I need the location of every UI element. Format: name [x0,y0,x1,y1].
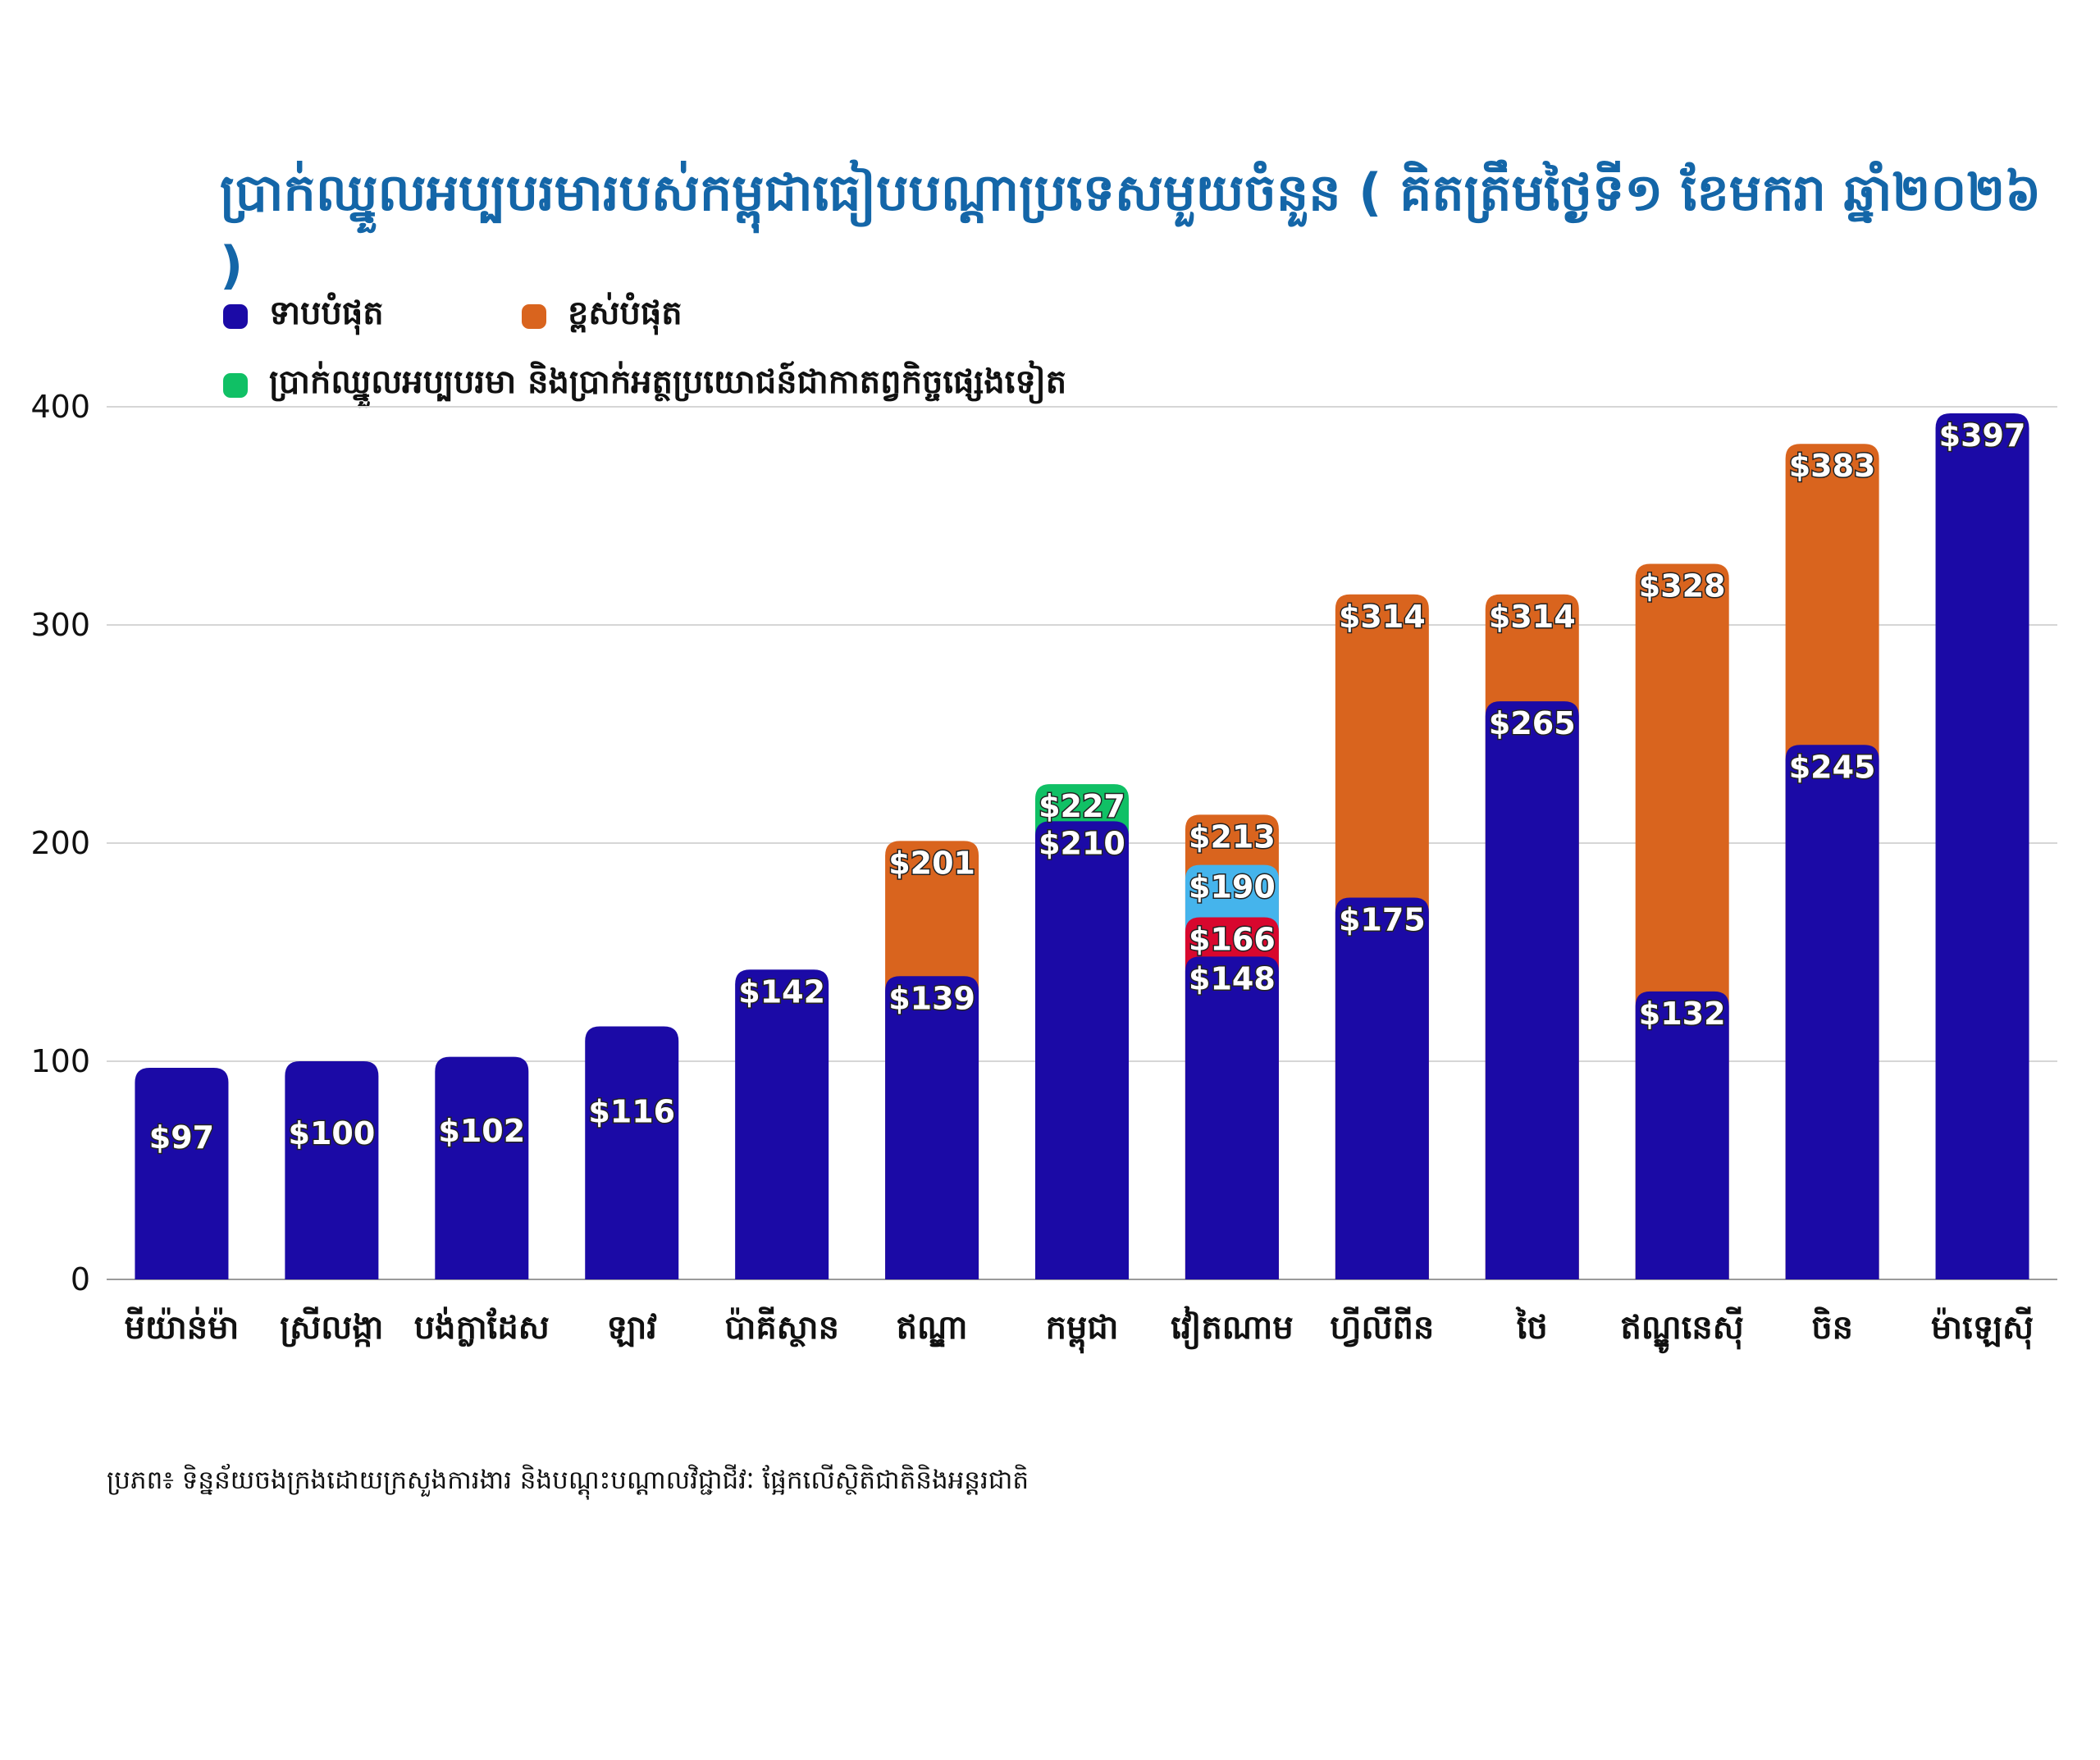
x-tick-label: ថៃ [1515,1306,1548,1347]
value-label: $175 [1339,902,1426,938]
value-label: $201 [888,845,975,881]
x-tick-label: ឥណ្ឌា [897,1309,968,1347]
bar-segment [585,1026,679,1279]
x-tick-label: កម្ពុជា [1046,1309,1119,1354]
y-tick-label: 0 [71,1261,90,1297]
y-tick-label: 200 [30,825,90,861]
x-tick-label: ប៉ាគីស្ថាន [724,1306,839,1347]
bar-segment [135,1067,229,1279]
value-label: $314 [1489,599,1576,635]
value-label: $210 [1039,825,1125,861]
y-tick-label: 300 [30,607,90,643]
bar-segment [1785,745,1879,1279]
value-label: $245 [1789,749,1876,785]
x-tick-label: ឡាវ [606,1309,657,1347]
bar-segment [735,969,829,1279]
legend-label-lowest: ទាបបំផុត [269,294,384,332]
value-label: $328 [1639,568,1726,604]
x-tick-label: មីយ៉ាន់ម៉ា [125,1306,240,1347]
value-label: $139 [888,980,975,1016]
value-label: $166 [1189,921,1276,957]
legend-label-highest: ខ្ពស់បំផុត [568,294,682,332]
value-label: $227 [1039,788,1125,824]
bar-segment [1935,413,2029,1280]
value-label: $190 [1189,869,1276,905]
x-tick-label: បង់ក្លាដែស [414,1306,550,1347]
bar-segment [285,1061,379,1279]
legend-item-lowest: ទាបបំផុត [223,292,384,340]
source-note: ប្រភព៖ ទិន្នន័យចងក្រងដោយក្រសួងការងារ និង… [107,1466,1029,1495]
value-label: $100 [289,1115,376,1151]
legend-item-highest: ខ្ពស់បំផុត [522,292,682,340]
bar-segment [1635,991,1729,1279]
value-label: $102 [438,1113,525,1149]
legend-swatch-lowest [223,303,248,329]
chart-title: ប្រាក់ឈ្នួលអប្បបរមារបស់កម្ពុជាធៀបបណ្ដាប្… [220,162,2042,295]
value-label: $132 [1639,996,1726,1032]
value-label: $97 [149,1119,214,1156]
value-label: $142 [738,973,825,1010]
x-tick-label: ហ្វីលីពីន [1330,1306,1434,1347]
value-label: $213 [1189,818,1276,855]
value-label: $265 [1489,705,1576,741]
value-label: $116 [588,1094,675,1130]
bar-segment [1335,897,1429,1279]
bar-segment [885,976,979,1279]
value-label: $314 [1339,599,1426,635]
bar-chart: 0 100 200 300 400 $97 មីយ៉ាន់ម៉ា $100 ស្រីលង្កា $… [30,389,2057,1354]
value-label: $383 [1789,448,1876,484]
y-tick-label: 400 [30,389,90,425]
y-tick-label: 100 [30,1043,90,1079]
x-tick-label: ម៉ាឡេស៊ី [1931,1306,2034,1350]
x-tick-label: វៀតណាម [1171,1306,1294,1350]
x-tick-label: ស្រីលង្កា [280,1306,383,1347]
value-label: $397 [1939,417,2026,454]
legend-label-benefits: ប្រាក់ឈ្នួលអប្បបរមា និងប្រាក់អត្ថប្រយោជន… [269,363,1067,401]
bar-segment [1185,956,1279,1279]
legend-swatch-highest [522,303,546,329]
value-label: $148 [1189,960,1276,996]
legend-item-benefits: ប្រាក់ឈ្នួលអប្បបរមា និងប្រាក់អត្ថប្រយោជន… [223,361,1066,409]
x-tick-label: ឥណ្ឌូនេស៊ី [1620,1306,1743,1354]
bar-segment [435,1056,529,1279]
bar-segment [1485,701,1579,1279]
bar-segment [1035,821,1129,1279]
legend-swatch-benefits [223,372,248,398]
x-tick-label: ចិន [1811,1306,1853,1347]
